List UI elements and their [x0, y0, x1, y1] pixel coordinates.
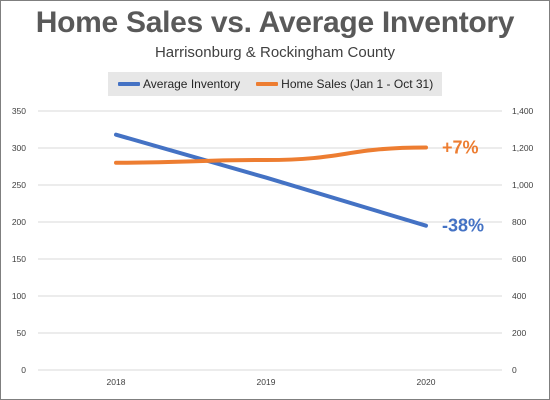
legend-label-average-inventory: Average Inventory	[143, 77, 241, 91]
legend-swatch-home-sales	[256, 82, 279, 86]
legend-swatch-average-inventory	[118, 82, 140, 86]
chart-title: Home Sales vs. Average Inventory	[35, 6, 515, 39]
y-left-tick-label: 50	[17, 328, 27, 338]
legend-item-average-inventory: Average Inventory	[118, 77, 240, 91]
y-right-tick-label: 200	[512, 328, 526, 338]
x-tick-label: 2020	[417, 377, 436, 387]
y-right-tick-label: 800	[512, 217, 526, 227]
y-left-tick-label: 0	[21, 365, 26, 375]
y-left-tick-label: 100	[12, 291, 26, 301]
y-right-tick-label: 0	[512, 365, 517, 375]
series-line-home-sales	[114, 145, 428, 165]
y-left-tick-label: 350	[12, 106, 26, 116]
y-left-tick-label: 250	[12, 180, 26, 190]
legend-item-home-sales: Home Sales (Jan 1 - Oct 31)	[256, 77, 433, 91]
series-line-average-inventory	[114, 132, 428, 228]
chart-subtitle: Harrisonburg & Rockingham County	[154, 44, 396, 61]
x-tick-label: 2018	[107, 377, 126, 387]
annotation-home-sales: +7%	[442, 137, 479, 157]
x-tick-label: 2019	[257, 377, 276, 387]
y-right-tick-label: 400	[512, 291, 526, 301]
y-left-tick-label: 150	[12, 254, 26, 264]
y-right-tick-label: 1,200	[512, 143, 534, 153]
chart-legend: Average Inventory Home Sales (Jan 1 - Oc…	[108, 72, 442, 96]
legend-label-home-sales: Home Sales (Jan 1 - Oct 31)	[281, 77, 434, 91]
y-right-tick-label: 1,400	[512, 106, 534, 116]
y-right-tick-label: 600	[512, 254, 526, 264]
y-right-tick-label: 1,000	[512, 180, 534, 190]
y-left-tick-label: 200	[12, 217, 26, 227]
y-left-tick-label: 300	[12, 143, 26, 153]
annotation-average-inventory: -38%	[442, 216, 484, 236]
